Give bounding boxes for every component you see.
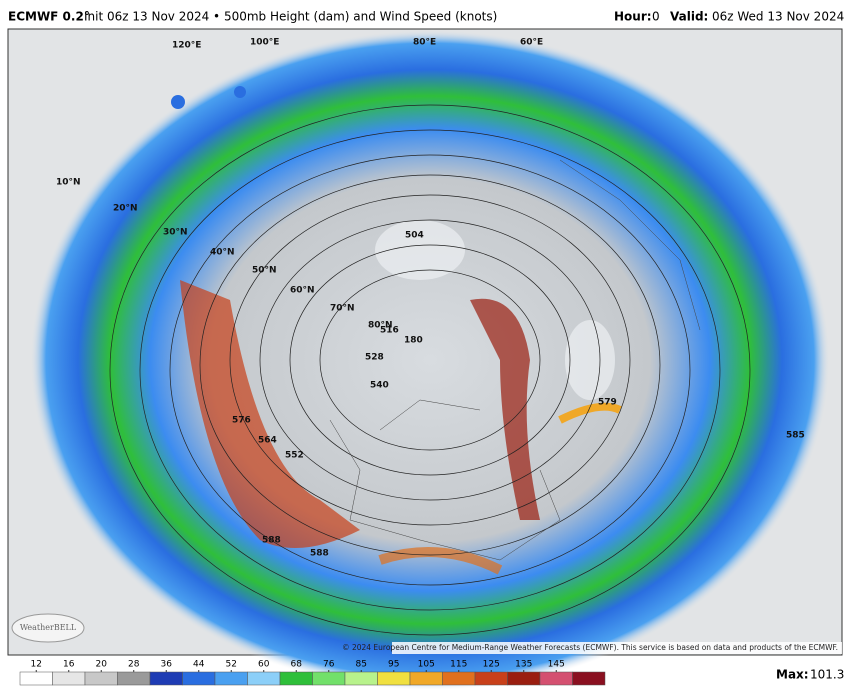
- tick-label: 105: [418, 660, 435, 670]
- longitude-label: 80°E: [413, 38, 436, 48]
- tick-label: 68: [291, 660, 303, 670]
- tick-label: 95: [388, 660, 399, 670]
- tick-label: 16: [63, 660, 75, 670]
- longitude-label: 60°E: [520, 38, 543, 48]
- hour-label: Hour:: [614, 10, 652, 24]
- color-swatch: [474, 671, 508, 686]
- contour-label: 579: [598, 398, 617, 408]
- tick-label: 52: [226, 660, 237, 670]
- contour-label: 528: [365, 353, 384, 363]
- tick-label: 12: [31, 660, 42, 670]
- tick-label: 145: [548, 660, 565, 670]
- tick-label: 28: [128, 660, 140, 670]
- color-swatch: [84, 671, 118, 686]
- latitude-label: 70°N: [330, 304, 355, 314]
- tick-label: 44: [193, 660, 205, 670]
- color-swatch: [19, 671, 53, 686]
- latitude-label: 80°N: [368, 321, 393, 331]
- tick-label: 125: [483, 660, 500, 670]
- color-swatch: [247, 671, 281, 686]
- contour-label: 585: [786, 431, 805, 441]
- color-swatch: [214, 671, 248, 686]
- logo: WeatherBELL: [20, 623, 77, 632]
- valid-label: Valid:: [670, 10, 708, 24]
- max-value: 101.3: [810, 668, 844, 682]
- tick-label: 115: [450, 660, 467, 670]
- hour: 0: [652, 10, 660, 24]
- color-swatch: [312, 671, 346, 686]
- color-swatch: [149, 671, 183, 686]
- longitude-label: 120°E: [172, 41, 201, 51]
- model-name: ECMWF 0.2°: [8, 10, 90, 24]
- contour-label: 540: [370, 381, 389, 391]
- tick-label: 85: [356, 660, 367, 670]
- color-swatch: [409, 671, 443, 686]
- color-swatch: [279, 671, 313, 686]
- color-swatch: [572, 671, 606, 686]
- color-swatch: [117, 671, 151, 686]
- tick-label: 135: [515, 660, 532, 670]
- contour-label: 180: [404, 336, 423, 346]
- map: 10°N 20°N 30°N 40°N 50°N 60°N 70°N 80°N …: [7, 28, 843, 690]
- latitude-label: 50°N: [252, 266, 277, 276]
- tick-label: 20: [96, 660, 108, 670]
- contour-label: 516: [380, 326, 399, 336]
- contour-label: 552: [285, 451, 304, 461]
- contour-label: 504: [405, 231, 424, 241]
- longitude-label: 100°E: [250, 38, 279, 48]
- copyright: © 2024 European Centre for Medium-Range …: [342, 643, 838, 652]
- tick-label: 36: [161, 660, 173, 670]
- run-description: Init 06z 13 Nov 2024 • 500mb Height (dam…: [84, 10, 497, 24]
- latitude-label: 40°N: [210, 248, 235, 258]
- color-swatch: [507, 671, 541, 686]
- contour-label: 576: [232, 416, 251, 426]
- color-swatch: [377, 671, 411, 686]
- tick-label: 76: [323, 660, 335, 670]
- color-swatch: [52, 671, 86, 686]
- tick-label: 60: [258, 660, 270, 670]
- valid-time: 06z Wed 13 Nov 2024: [712, 10, 844, 24]
- latitude-label: 30°N: [163, 228, 188, 238]
- color-swatch: [442, 671, 476, 686]
- latitude-label: 10°N: [56, 178, 81, 188]
- color-swatch: [344, 671, 378, 686]
- latitude-label: 20°N: [113, 204, 138, 214]
- contour-label: 588: [310, 549, 329, 559]
- max-label: Max:: [776, 668, 809, 682]
- color-swatch: [539, 671, 573, 686]
- contour-label: 564: [258, 436, 277, 446]
- colorbar: 12 16 20 28 36 44 52 60 68 76 85 95 105 115 125 135 145: [19, 660, 606, 686]
- color-swatch: [182, 671, 216, 686]
- latitude-label: 60°N: [290, 286, 315, 296]
- contour-label: 588: [262, 536, 281, 546]
